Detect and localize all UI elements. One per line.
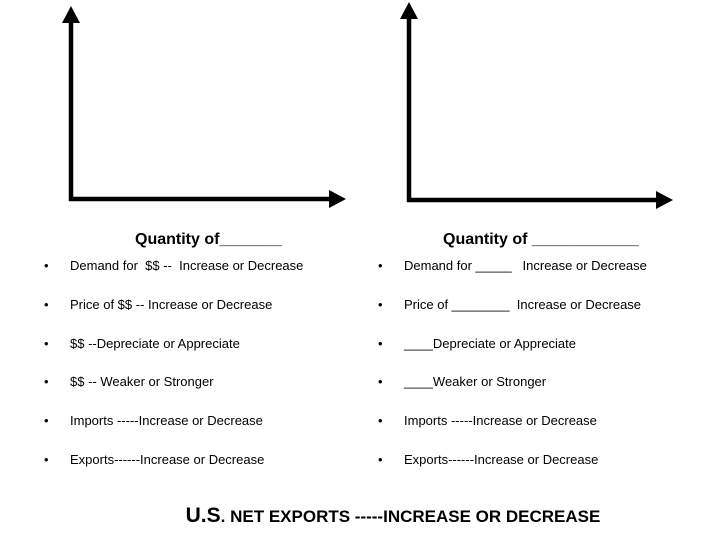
bullet-icon: • xyxy=(378,413,383,429)
bullet-icon: • xyxy=(44,374,49,390)
list-item-text: ____Weaker or Stronger xyxy=(404,374,547,390)
list-item-text: Imports -----Increase or Decrease xyxy=(404,413,597,429)
right-graph xyxy=(400,2,673,209)
bullet-icon: • xyxy=(44,296,49,312)
list-item-text: Price of ________ Increase or Decrease xyxy=(404,296,642,312)
bullet-icon: • xyxy=(44,451,49,467)
list-item: • Demand for _____ Increase or Decrease xyxy=(378,258,718,297)
list-item-text: $$ --Depreciate or Appreciate xyxy=(70,335,240,351)
bullet-icon: • xyxy=(44,413,49,429)
bullet-icon: • xyxy=(44,335,49,351)
list-item: • Imports -----Increase or Decrease xyxy=(44,413,364,452)
list-item: • Price of $$ -- Increase or Decrease xyxy=(44,297,364,336)
bullet-icon: • xyxy=(378,296,383,312)
bullet-icon: • xyxy=(44,258,49,273)
list-item: • Price of ________ Increase or Decrease xyxy=(378,297,718,336)
left-graph xyxy=(62,6,346,208)
list-item-text: Demand for _____ Increase or Decrease xyxy=(404,258,647,273)
list-item: • $$ -- Weaker or Stronger xyxy=(44,374,364,413)
right-axis-label: Quantity of ____________ xyxy=(443,231,639,248)
left-x-arrowhead xyxy=(329,190,346,208)
list-item: • $$ --Depreciate or Appreciate xyxy=(44,336,364,375)
list-item-text: Demand for $$ -- Increase or Decrease xyxy=(70,258,304,273)
list-item-text: $$ -- Weaker or Stronger xyxy=(70,374,214,390)
footer-suffix: . NET EXPORTS -----INCREASE OR DECREASE xyxy=(220,507,601,526)
left-axis-label: Quantity of_______ xyxy=(135,231,282,248)
bullet-icon: • xyxy=(378,258,383,273)
list-item: • ____Depreciate or Appreciate xyxy=(378,336,718,375)
footer-title-inner: U.S. NET EXPORTS -----INCREASE OR DECREA… xyxy=(186,504,601,527)
list-item-text: ____Depreciate or Appreciate xyxy=(404,335,577,351)
bullet-icon: • xyxy=(378,335,383,351)
left-y-arrowhead xyxy=(62,6,80,23)
right-x-arrowhead xyxy=(656,191,673,209)
list-item-text: Exports------Increase or Decrease xyxy=(404,451,599,467)
bullet-icon: • xyxy=(378,451,383,467)
list-item: • Exports------Increase or Decrease xyxy=(44,452,364,491)
list-item: • Exports------Increase or Decrease xyxy=(378,452,718,491)
bullet-icon: • xyxy=(378,374,383,390)
list-item-text: Imports -----Increase or Decrease xyxy=(70,413,263,429)
list-item: • Imports -----Increase or Decrease xyxy=(378,413,718,452)
footer-prefix: U.S xyxy=(185,504,221,527)
footer-title: U.S. NET EXPORTS -----INCREASE OR DECREA… xyxy=(0,504,728,528)
right-y-arrowhead xyxy=(400,2,418,19)
left-bullet-list: • Demand for $$ -- Increase or Decrease •… xyxy=(44,258,364,491)
list-item: • Demand for $$ -- Increase or Decrease xyxy=(44,258,364,297)
list-item: • ____Weaker or Stronger xyxy=(378,374,718,413)
right-bullet-list: • Demand for _____ Increase or Decrease •… xyxy=(378,258,718,491)
list-item-text: Exports------Increase or Decrease xyxy=(70,451,265,467)
list-item-text: Price of $$ -- Increase or Decrease xyxy=(70,296,273,312)
